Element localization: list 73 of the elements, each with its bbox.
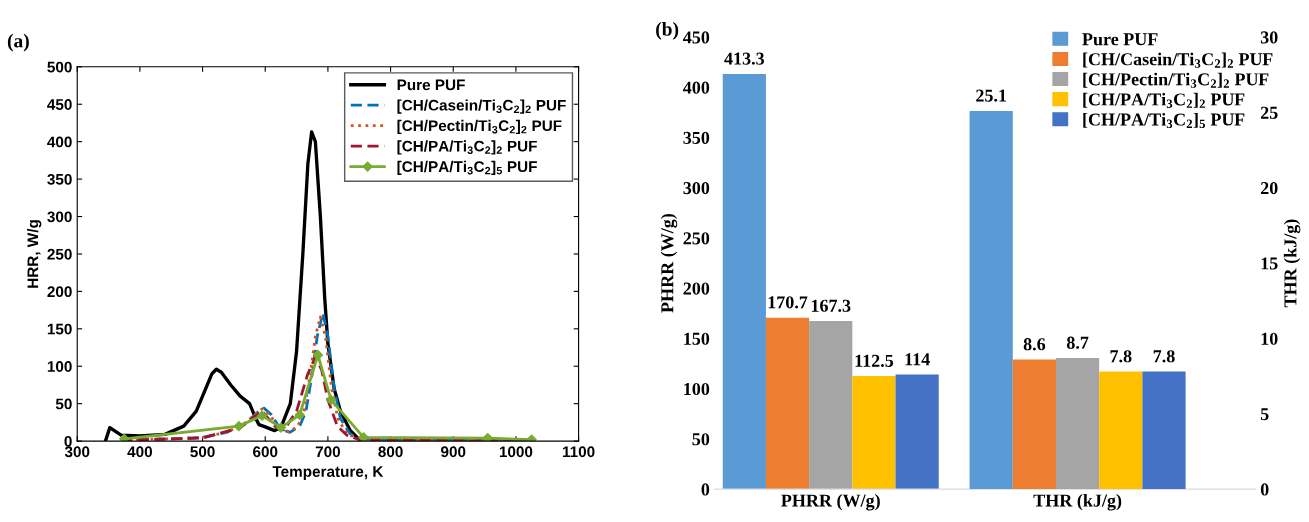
x-tick-label: 300 — [64, 446, 90, 458]
legend-label: [CH/PA/Ti$_{3}$C$_{2}$]$_{5}$ PUF — [1083, 112, 1245, 129]
legend-label: Pure PUF — [397, 79, 465, 91]
y-tick-label: 500 — [47, 61, 72, 73]
legend-label: [CH/Pectin/Ti$_{3}$C$_{2}$]$_{2}$ PUF — [1083, 72, 1269, 88]
y2-axis-title: THR (kJ/g) — [1283, 219, 1301, 308]
legend-label: [CH/PA/Ti$_{3}$C$_{2}$]$_{2}$ PUF — [397, 140, 537, 155]
x-tick-label: 1100 — [562, 446, 595, 458]
legend-label: [CH/Pectin/Ti$_{3}$C$_{2}$]$_{2}$ PUF — [397, 119, 562, 135]
x-tick-label: 800 — [378, 446, 403, 458]
y-tick-label: 450 — [683, 31, 710, 44]
data-label: 112.5 — [855, 354, 894, 367]
y-tick-label: 350 — [47, 173, 72, 185]
point — [119, 433, 130, 442]
point — [482, 432, 493, 442]
legend-label: [CH/Casein/Ti$_{3}$C$_{2}$]$_{2}$ PUF — [397, 99, 566, 114]
point — [256, 410, 268, 421]
y-tick-label: 100 — [684, 382, 710, 396]
y-axis-title: PHRR (W/g) — [660, 213, 678, 313]
y-tick-label: 250 — [683, 232, 710, 245]
y2-tick-label: 10 — [1261, 332, 1278, 345]
x-tick-label: 700 — [315, 446, 341, 458]
y-tick-label: 300 — [47, 211, 72, 223]
data-label: 7.8 — [1153, 350, 1175, 363]
legend-label: [CH/PA/Ti$_{3}$C$_{2}$]$_{5}$ PUF — [397, 160, 537, 176]
y-tick-label: 400 — [47, 136, 72, 148]
y-tick-label: 200 — [683, 282, 710, 295]
point — [358, 432, 369, 442]
y2-tick-label: 5 — [1260, 408, 1269, 421]
data-label: 114 — [905, 353, 930, 366]
y-tick-label: 450 — [47, 99, 72, 110]
y-tick-label: 0 — [64, 435, 72, 447]
y2-tick-label: 30 — [1260, 31, 1278, 44]
y2-tick-label: 15 — [1261, 257, 1278, 270]
y-tick-label: 150 — [47, 323, 72, 335]
y-tick-label: 50 — [692, 433, 710, 446]
data-label: 25.1 — [976, 89, 1007, 102]
x-tick-label: 500 — [190, 446, 215, 458]
x-axis-title: Temperature, K — [272, 466, 384, 480]
x-tick-label: 600 — [253, 446, 278, 458]
y-tick-label: 0 — [701, 483, 710, 496]
data-label: 7.8 — [1110, 350, 1132, 363]
legend-label: [CH/Casein/Ti$_{3}$C$_{2}$]$_{2}$ PUF — [1083, 52, 1273, 68]
y2-tick-label: 25 — [1260, 106, 1278, 119]
point — [275, 422, 287, 433]
point — [294, 409, 305, 421]
x-tick-label: 400 — [127, 446, 153, 458]
y-tick-label: 150 — [684, 332, 710, 345]
y-tick-label: 300 — [683, 182, 710, 195]
y-tick-label: 100 — [47, 361, 72, 372]
data-label: 167.3 — [811, 299, 851, 312]
data-label: 170.7 — [768, 296, 808, 309]
point — [325, 394, 337, 406]
point — [526, 434, 537, 442]
point — [312, 349, 323, 361]
legend-label: Pure PUF — [1082, 33, 1158, 46]
data-label: 8.7 — [1066, 336, 1089, 349]
y-tick-label: 250 — [47, 248, 72, 260]
y-axis-title: HRR, W/g — [27, 220, 42, 288]
data-label: 413.3 — [724, 52, 765, 65]
x-tick-label: 900 — [441, 446, 466, 458]
chart-title: (a) — [7, 33, 29, 52]
y-tick-label: 200 — [47, 286, 72, 298]
y-tick-label: 350 — [683, 131, 710, 144]
y-tick-label: 400 — [683, 81, 710, 94]
x-tick-label: 1000 — [499, 446, 533, 458]
legend-label: [CH/PA/Ti$_{3}$C$_{2}$]$_{2}$ PUF — [1083, 92, 1245, 108]
y2-tick-label: 0 — [1260, 483, 1269, 496]
point — [233, 421, 245, 432]
y-tick-label: 50 — [55, 398, 72, 410]
y2-tick-label: 20 — [1260, 182, 1278, 195]
data-label: 8.6 — [1023, 338, 1046, 351]
chart-title: (b) — [656, 22, 679, 40]
